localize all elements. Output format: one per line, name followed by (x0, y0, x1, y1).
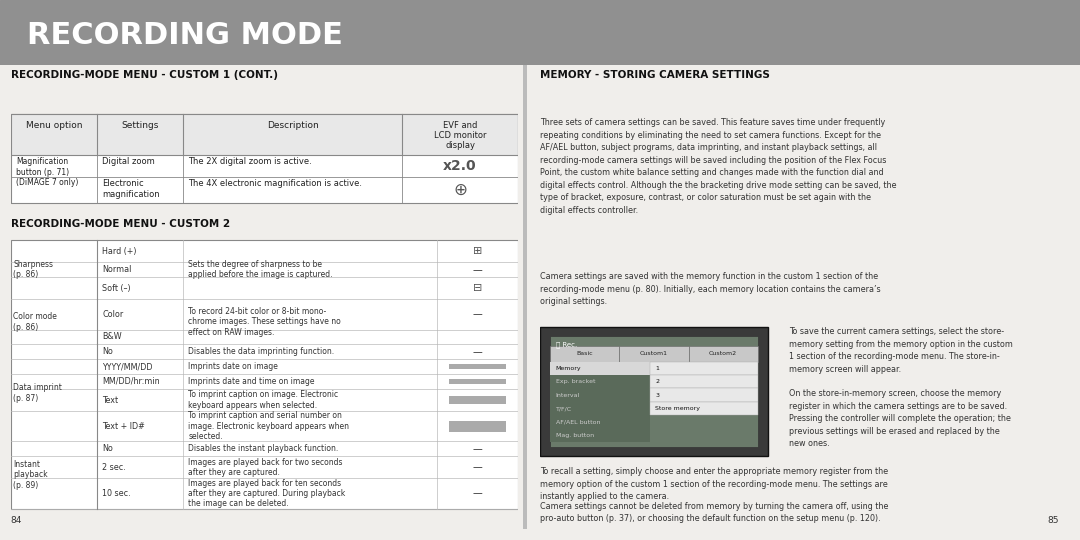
Text: Text + ID#: Text + ID# (103, 422, 145, 431)
Text: ⊕: ⊕ (454, 181, 467, 199)
Text: Custom2: Custom2 (710, 351, 738, 356)
Text: —: — (473, 444, 483, 454)
Text: Imprints date and time on image: Imprints date and time on image (189, 377, 315, 386)
Text: Mag. button: Mag. button (555, 433, 594, 438)
Text: RECORDING MODE: RECORDING MODE (27, 21, 342, 50)
Text: To recall a setting, simply choose and enter the appropriate memory register fro: To recall a setting, simply choose and e… (540, 467, 888, 501)
Bar (551, 336, 758, 447)
Bar (650, 375, 758, 388)
Text: x2.0: x2.0 (443, 159, 477, 173)
Text: Exp. bracket: Exp. bracket (555, 379, 595, 384)
Text: 1: 1 (656, 366, 659, 371)
Text: Hard (+): Hard (+) (103, 247, 137, 255)
Text: Imprints date on image: Imprints date on image (189, 362, 279, 371)
Text: Camera settings are saved with the memory function in the custom 1 section of th: Camera settings are saved with the memor… (540, 272, 880, 306)
Bar (551, 362, 650, 375)
Bar (551, 375, 650, 388)
Bar (689, 346, 758, 362)
Text: 85: 85 (1047, 516, 1058, 525)
Bar (650, 402, 758, 415)
Text: Custom1: Custom1 (640, 351, 669, 356)
Bar (551, 346, 620, 362)
Text: 84: 84 (11, 516, 23, 525)
Text: No: No (103, 347, 113, 356)
Text: Settings: Settings (122, 120, 159, 130)
Text: The 2X digital zoom is active.: The 2X digital zoom is active. (189, 157, 312, 166)
Text: Description: Description (267, 120, 319, 130)
Text: —: — (473, 265, 483, 275)
Text: YYYY/MM/DD: YYYY/MM/DD (103, 362, 152, 371)
Text: ⊟: ⊟ (473, 284, 483, 293)
Text: Camera settings cannot be deleted from memory by turning the camera off, using t: Camera settings cannot be deleted from m… (540, 502, 889, 523)
Bar (11, 114, 518, 155)
Text: 3: 3 (656, 393, 659, 397)
Text: Data imprint
(p. 87): Data imprint (p. 87) (13, 383, 63, 402)
Bar (449, 364, 507, 369)
Bar (650, 362, 758, 375)
Bar (551, 415, 650, 429)
Text: —: — (473, 347, 483, 357)
Bar (449, 379, 507, 384)
Text: MEMORY - STORING CAMERA SETTINGS: MEMORY - STORING CAMERA SETTINGS (540, 70, 770, 80)
Text: MM/DD/hr:min: MM/DD/hr:min (103, 377, 160, 386)
Bar (449, 421, 507, 431)
Text: 🔴 Rec.: 🔴 Rec. (555, 341, 577, 348)
Text: Electronic
magnification: Electronic magnification (103, 179, 160, 199)
Text: To record 24-bit color or 8-bit mono-
chrome images. These settings have no
effe: To record 24-bit color or 8-bit mono- ch… (189, 307, 341, 337)
Text: Sets the degree of sharpness to be
applied before the image is captured.: Sets the degree of sharpness to be appli… (189, 260, 333, 279)
Text: Images are played back for two seconds
after they are captured.: Images are played back for two seconds a… (189, 457, 343, 477)
Text: Soft (–): Soft (–) (103, 284, 131, 293)
Text: B&W: B&W (103, 333, 122, 341)
Bar (11, 240, 518, 509)
Text: RECORDING-MODE MENU - CUSTOM 1 (CONT.): RECORDING-MODE MENU - CUSTOM 1 (CONT.) (11, 70, 278, 80)
Text: 2 sec.: 2 sec. (103, 463, 126, 472)
Bar (11, 114, 518, 203)
Text: Instant
playback
(p. 89): Instant playback (p. 89) (13, 460, 48, 490)
Text: Color: Color (103, 310, 123, 319)
Text: No: No (103, 444, 113, 453)
Text: Interval: Interval (555, 393, 580, 397)
Text: To imprint caption on image. Electronic
keyboard appears when selected.: To imprint caption on image. Electronic … (189, 390, 339, 410)
Text: RECORDING-MODE MENU - CUSTOM 2: RECORDING-MODE MENU - CUSTOM 2 (11, 219, 230, 230)
Bar (449, 396, 507, 404)
Text: Color mode
(p. 86): Color mode (p. 86) (13, 312, 57, 332)
Text: Basic: Basic (577, 351, 593, 356)
Text: —: — (473, 489, 483, 498)
Text: —: — (473, 309, 483, 320)
Text: To save the current camera settings, select the store-
memory setting from the m: To save the current camera settings, sel… (788, 327, 1013, 374)
Text: On the store-in-memory screen, choose the memory
register in which the camera se: On the store-in-memory screen, choose th… (788, 389, 1011, 448)
Text: Disables the instant playback function.: Disables the instant playback function. (189, 444, 339, 453)
Text: Store memory: Store memory (656, 406, 700, 411)
Bar (551, 388, 650, 402)
Text: Sharpness
(p. 86): Sharpness (p. 86) (13, 260, 53, 279)
Bar (620, 346, 689, 362)
Text: The 4X electronic magnification is active.: The 4X electronic magnification is activ… (189, 179, 363, 188)
Text: —: — (473, 462, 483, 472)
Text: Images are played back for ten seconds
after they are captured. During playback
: Images are played back for ten seconds a… (189, 478, 346, 508)
Bar (551, 429, 650, 442)
Text: ⊞: ⊞ (473, 246, 483, 256)
Text: Disables the data imprinting function.: Disables the data imprinting function. (189, 347, 335, 356)
Text: Menu option: Menu option (26, 120, 82, 130)
Text: Three sets of camera settings can be saved. This feature saves time under freque: Three sets of camera settings can be sav… (540, 118, 896, 215)
Text: T/F/C: T/F/C (555, 406, 571, 411)
Text: 2: 2 (656, 379, 659, 384)
Text: To imprint caption and serial number on
image. Electronic keyboard appears when
: To imprint caption and serial number on … (189, 411, 350, 441)
Text: AF/AEL button: AF/AEL button (555, 420, 600, 424)
Text: Memory: Memory (555, 366, 581, 371)
Text: Digital zoom: Digital zoom (103, 157, 154, 166)
Text: Magnification
button (p. 71)
(DiMAGE 7 only): Magnification button (p. 71) (DiMAGE 7 o… (16, 157, 78, 187)
Bar (540, 327, 768, 456)
Bar (650, 388, 758, 402)
Text: 10 sec.: 10 sec. (103, 489, 131, 498)
Text: Text: Text (103, 395, 119, 404)
Bar (551, 402, 650, 415)
Text: Normal: Normal (103, 265, 132, 274)
Text: EVF and
LCD monitor
display: EVF and LCD monitor display (434, 120, 486, 151)
